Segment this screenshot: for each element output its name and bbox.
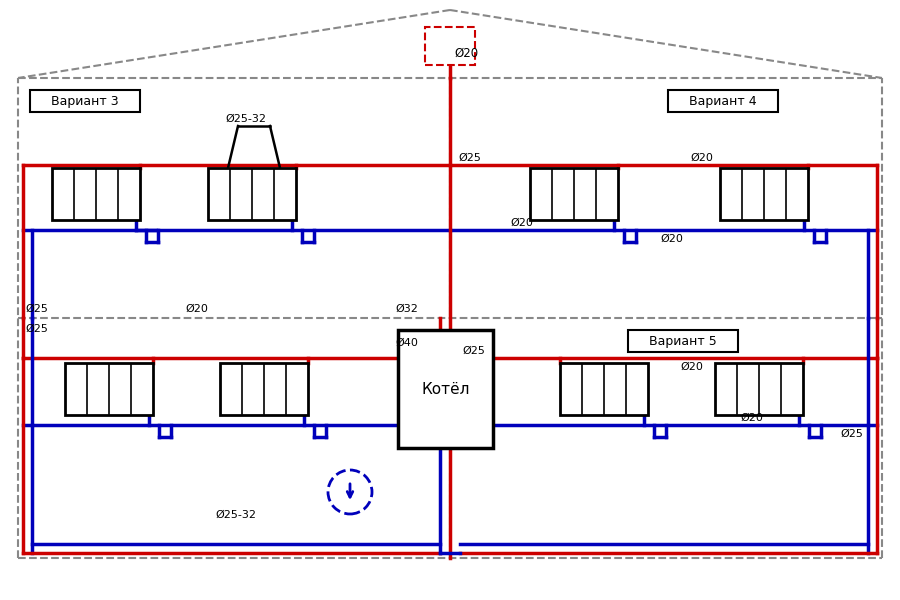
Text: Ø20: Ø20 xyxy=(510,218,533,228)
Bar xyxy=(628,330,738,352)
Text: Вариант 5: Вариант 5 xyxy=(649,335,717,347)
Text: Ø25: Ø25 xyxy=(462,346,485,356)
Bar xyxy=(30,90,140,112)
Text: Ø20: Ø20 xyxy=(454,47,478,60)
Bar xyxy=(220,363,308,415)
Text: Ø25: Ø25 xyxy=(840,429,863,439)
Text: Вариант 3: Вариант 3 xyxy=(51,94,119,107)
Text: Ø20: Ø20 xyxy=(680,362,703,372)
Bar xyxy=(425,27,475,65)
Bar xyxy=(560,363,648,415)
Bar xyxy=(668,90,778,112)
Text: Ø25-32: Ø25-32 xyxy=(215,510,256,520)
Text: Ø20: Ø20 xyxy=(660,234,683,244)
Text: Ø25: Ø25 xyxy=(25,304,48,314)
Text: Ø25-32: Ø25-32 xyxy=(225,114,266,124)
Bar xyxy=(720,168,808,220)
Text: Ø20: Ø20 xyxy=(690,153,713,163)
Text: Ø25: Ø25 xyxy=(25,324,48,334)
Text: Вариант 4: Вариант 4 xyxy=(689,94,757,107)
Bar xyxy=(208,168,296,220)
Text: Ø20: Ø20 xyxy=(740,413,763,423)
Bar xyxy=(530,168,618,220)
Bar xyxy=(715,363,803,415)
Text: Ø40: Ø40 xyxy=(395,338,418,348)
Bar xyxy=(52,168,140,220)
Bar xyxy=(398,330,493,448)
Text: Ø25: Ø25 xyxy=(458,153,481,163)
Text: Ø20: Ø20 xyxy=(185,304,208,314)
Text: Ø32: Ø32 xyxy=(395,304,418,314)
Bar xyxy=(65,363,153,415)
Text: Котёл: Котёл xyxy=(421,382,470,397)
